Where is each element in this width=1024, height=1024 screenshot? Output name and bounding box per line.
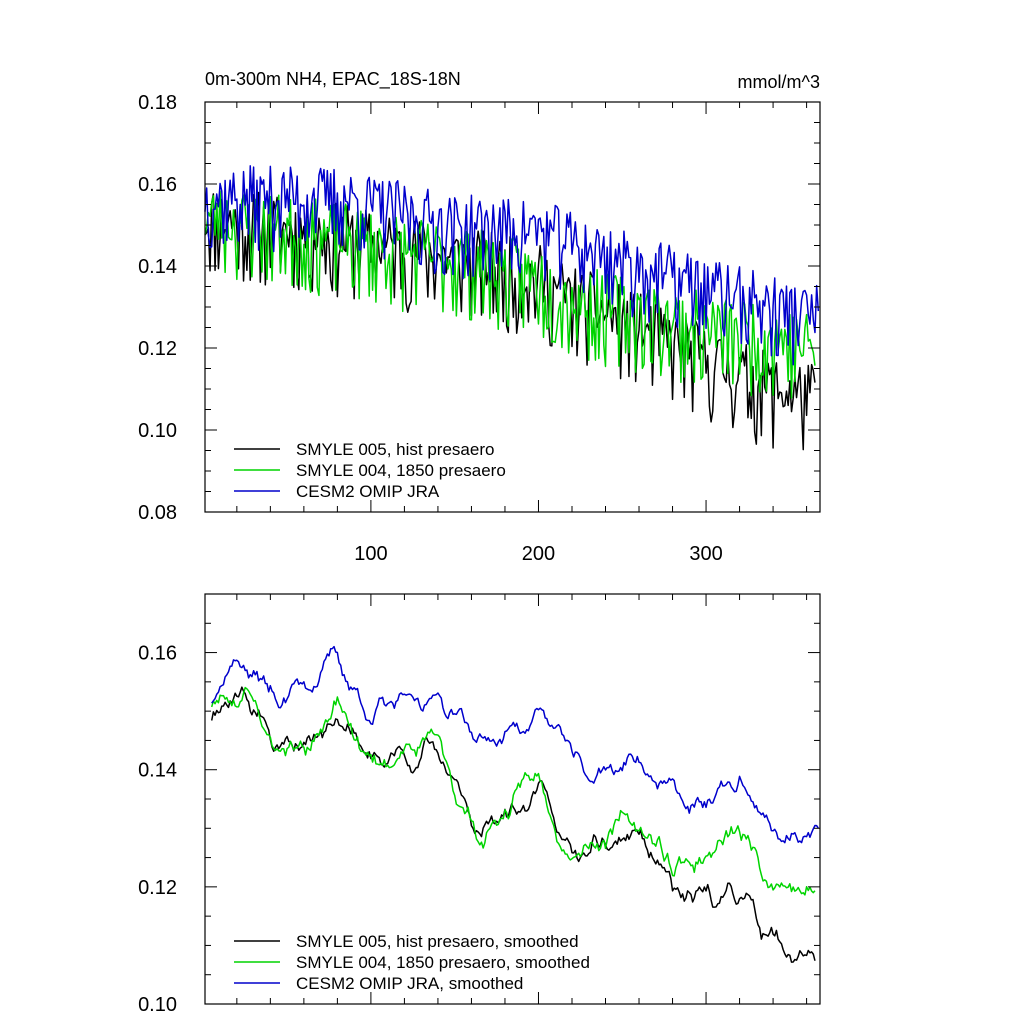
y-tick-label: 0.14 [138,256,177,278]
series-line-0-2 [204,165,820,366]
y-tick-label: 0.16 [138,643,177,665]
legend-label-hist-smoothed: SMYLE 005, hist presaero, smoothed [296,932,579,951]
top-panel-units: mmol/m^3 [738,72,820,92]
top-legend: SMYLE 005, hist presaero SMYLE 004, 1850… [234,440,506,501]
y-tick-label: 0.12 [138,338,177,360]
y-tick-label: 0.16 [138,174,177,196]
y-tick-label: 0.08 [138,502,177,524]
bottom-axes: 0.10 0.12 0.14 0.16 [138,593,821,1016]
series-line-0-1 [204,190,816,399]
y-tick-label: 0.12 [138,877,177,899]
top-axes: 0.08 0.10 0.12 0.14 0.16 0.18 100 200 300 [138,92,821,565]
legend-label-hist: SMYLE 005, hist presaero [296,440,494,459]
y-tick-label: 0.10 [138,994,177,1016]
legend-label-1850: SMYLE 004, 1850 presaero [296,461,506,480]
series-line-1-2 [211,645,819,844]
y-tick-label: 0.14 [138,760,177,782]
bottom-panel: 0.10 0.12 0.14 0.16 SMYLE 005, hist presaer… [138,593,821,1016]
legend-label-omip-smoothed: CESM2 OMIP JRA, smoothed [296,974,523,993]
x-tick-label: 200 [522,543,555,565]
legend-label-1850-smoothed: SMYLE 004, 1850 presaero, smoothed [296,953,590,972]
y-tick-label: 0.18 [138,92,177,114]
top-panel: 0m-300m NH4, EPAC_18S-18N mmol/m^3 0.080… [138,69,821,565]
series-line-1-0 [210,686,816,963]
x-tick-label: 300 [689,543,722,565]
x-tick-label: 100 [354,543,387,565]
bottom-series-layer [210,645,819,963]
legend-label-omip: CESM2 OMIP JRA [296,482,440,501]
top-series-layer [204,165,820,451]
series-line-1-1 [210,686,816,896]
bottom-legend: SMYLE 005, hist presaero, smoothed SMYLE… [234,932,590,993]
y-tick-label: 0.10 [138,420,177,442]
top-panel-title: 0m-300m NH4, EPAC_18S-18N [205,69,461,90]
